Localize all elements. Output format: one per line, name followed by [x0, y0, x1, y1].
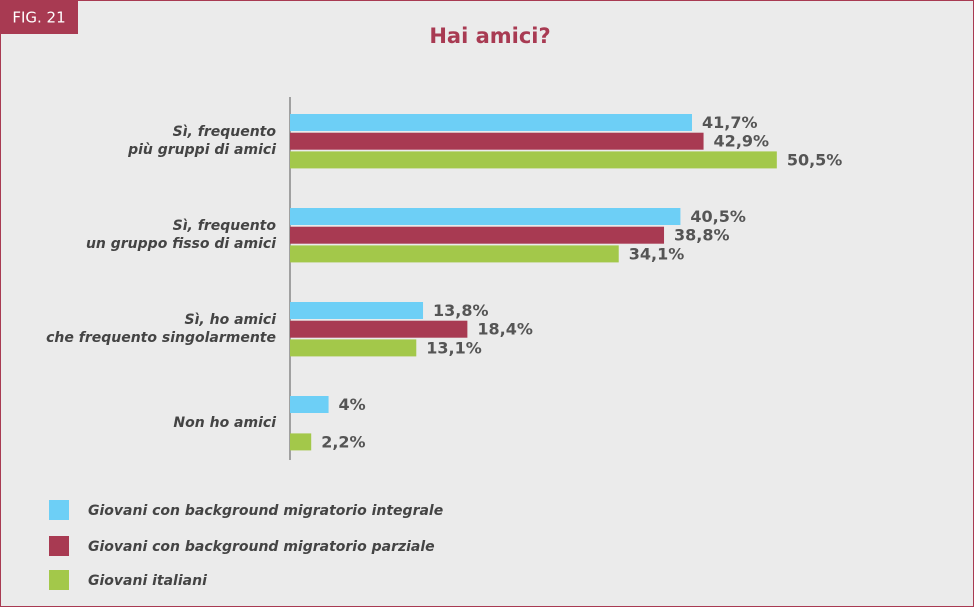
value-label: 50,5% [787, 150, 843, 169]
bar [290, 151, 777, 169]
category-label: Non ho amici [173, 415, 276, 431]
fig-badge [0, 0, 78, 34]
legend-label: Giovani con background migratorio integr… [88, 503, 443, 519]
legend-label: Giovani italiani [88, 573, 207, 589]
value-label: 18,4% [477, 320, 533, 339]
category-label: più gruppi di amici [127, 142, 276, 158]
bar [290, 226, 665, 244]
category-label: Sì, frequento [173, 124, 277, 140]
category-label: che frequento singolarmente [46, 330, 276, 346]
category-label: Sì, ho amici [185, 312, 277, 328]
value-label: 13,1% [426, 338, 482, 357]
bar [290, 339, 417, 357]
bar [290, 396, 329, 413]
bar [290, 132, 704, 150]
fig-label: FIG. 21 [12, 9, 65, 27]
bar [290, 433, 312, 451]
category-label: un gruppo fisso di amici [86, 236, 276, 252]
value-label: 4% [339, 395, 366, 414]
value-label: 42,9% [714, 132, 770, 151]
bar [290, 245, 619, 263]
legend-swatch [49, 500, 69, 520]
value-label: 40,5% [690, 207, 746, 226]
bar [290, 320, 468, 338]
value-label: 41,7% [702, 113, 758, 132]
bar [290, 302, 424, 319]
value-label: 13,8% [433, 301, 489, 320]
legend-label: Giovani con background migratorio parzia… [88, 539, 435, 555]
legend-swatch [49, 536, 69, 556]
legend-swatch [49, 570, 69, 590]
chart-title: Hai amici? [429, 24, 550, 48]
category-label: Sì, frequento [173, 218, 277, 234]
bar [290, 208, 681, 225]
value-label: 38,8% [674, 226, 730, 245]
value-label: 2,2% [321, 432, 365, 451]
bar [290, 114, 692, 131]
value-label: 34,1% [629, 244, 685, 263]
